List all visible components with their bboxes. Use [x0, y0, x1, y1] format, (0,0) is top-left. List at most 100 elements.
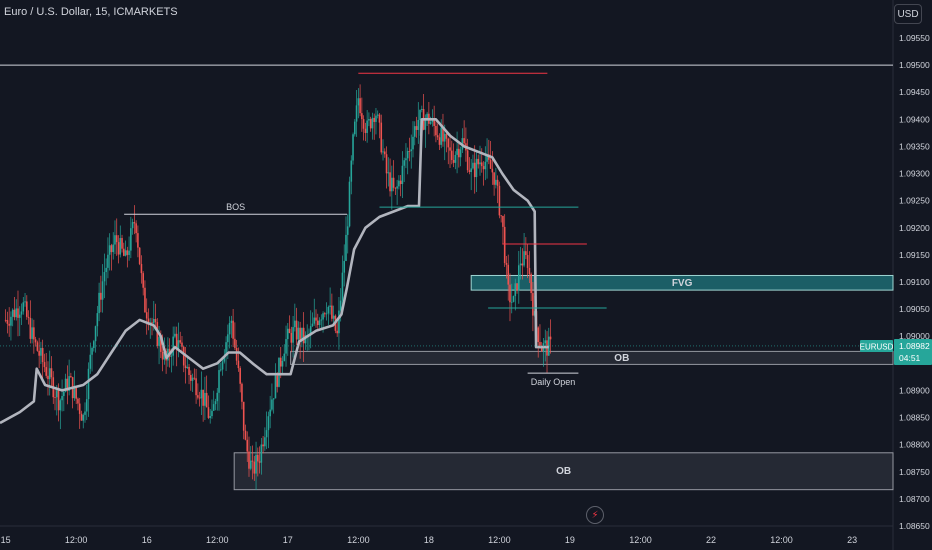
candle-body	[31, 327, 33, 339]
candle-body	[87, 368, 90, 400]
candle-body	[525, 251, 527, 256]
last-price-tag	[894, 338, 932, 365]
candle-body	[403, 160, 405, 166]
candle-body	[193, 377, 196, 379]
currency-button[interactable]: USD	[894, 4, 922, 24]
candle-body	[110, 245, 113, 253]
candle-body	[502, 216, 504, 227]
candle-body	[383, 151, 386, 155]
candle-body	[350, 160, 353, 182]
price-tick-label: 1.09300	[899, 169, 930, 179]
candle-body	[33, 327, 35, 340]
candle-body	[100, 292, 102, 300]
price-tick-label: 1.09050	[899, 304, 930, 314]
candle-body	[182, 346, 185, 366]
candle-body	[137, 233, 139, 248]
candle-body	[417, 119, 420, 130]
candle-body	[327, 306, 330, 314]
candle-body	[70, 376, 72, 378]
candle-body	[442, 127, 444, 142]
price-tick-label: 1.08800	[899, 440, 930, 450]
price-tick-label: 1.08850	[899, 413, 930, 423]
candle-body	[415, 126, 418, 130]
candle-body	[549, 336, 552, 340]
candle-body	[151, 322, 153, 324]
candle-body	[73, 386, 76, 399]
candle-body	[212, 404, 215, 411]
candle-body	[108, 245, 111, 255]
candle-body	[262, 444, 264, 447]
candle-body	[396, 186, 398, 189]
candle-body	[105, 267, 107, 273]
candle-body	[382, 151, 384, 153]
daily-open-label: Daily Open	[531, 377, 576, 387]
candle-body	[260, 444, 263, 463]
candle-body	[401, 165, 404, 185]
candle-body	[41, 348, 44, 363]
candle-body	[436, 135, 439, 138]
countdown-label: 04:51	[899, 353, 921, 363]
candle-body	[519, 263, 522, 266]
candle-body	[115, 235, 118, 243]
candle-body	[279, 357, 282, 367]
candle-body	[200, 389, 203, 399]
time-tick-label: 22	[706, 535, 716, 545]
candle-body	[309, 326, 312, 335]
candle-body	[477, 158, 480, 165]
candle-body	[375, 115, 377, 122]
candle-body	[385, 154, 388, 174]
candle-body	[387, 172, 390, 174]
candle-body	[98, 292, 100, 314]
candle-body	[391, 177, 393, 192]
candle-body	[246, 439, 249, 452]
candle-body	[313, 317, 316, 324]
candle-body	[480, 162, 483, 167]
candle-body	[479, 162, 481, 165]
candle-body	[175, 333, 178, 349]
candle-body	[147, 318, 150, 325]
candle-body	[357, 98, 360, 106]
candle-body	[406, 151, 409, 159]
candle-body	[343, 260, 346, 273]
candle-body	[318, 320, 321, 326]
candle-body	[449, 147, 451, 151]
candle-body	[172, 336, 174, 356]
price-tick-label: 1.09200	[899, 223, 930, 233]
lightning-icon[interactable]: ⚡	[586, 506, 604, 524]
candle-body	[184, 365, 187, 368]
candle-body	[234, 338, 236, 348]
candle-body	[518, 265, 520, 291]
candle-body	[135, 223, 137, 234]
time-tick-label: 19	[565, 535, 575, 545]
candle-body	[114, 235, 116, 245]
candle-body	[156, 322, 159, 346]
candle-body	[426, 113, 428, 120]
candle-body	[205, 392, 208, 408]
moving-average-line	[0, 118, 549, 425]
candle-body	[248, 451, 250, 469]
candle-body	[174, 333, 176, 337]
candle-body	[500, 215, 502, 217]
candle-body	[59, 400, 62, 411]
candle-body	[80, 413, 83, 421]
candle-body	[523, 251, 525, 266]
candle-body	[63, 391, 65, 397]
candle-body	[380, 122, 383, 153]
candle-body	[85, 399, 88, 412]
candle-body	[94, 326, 97, 342]
candle-body	[489, 159, 492, 169]
candle-body	[211, 410, 213, 417]
candle-body	[526, 255, 529, 268]
candle-body	[96, 313, 99, 327]
candle-body	[371, 117, 374, 129]
candle-body	[239, 368, 241, 384]
price-tick-label: 1.08900	[899, 385, 930, 395]
candle-body	[454, 154, 457, 163]
candle-body	[223, 355, 226, 362]
candle-body	[505, 262, 508, 265]
candle-body	[315, 317, 317, 321]
candle-body	[188, 366, 190, 375]
ob-lower-label: OB	[556, 466, 571, 477]
candle-body	[255, 454, 257, 474]
